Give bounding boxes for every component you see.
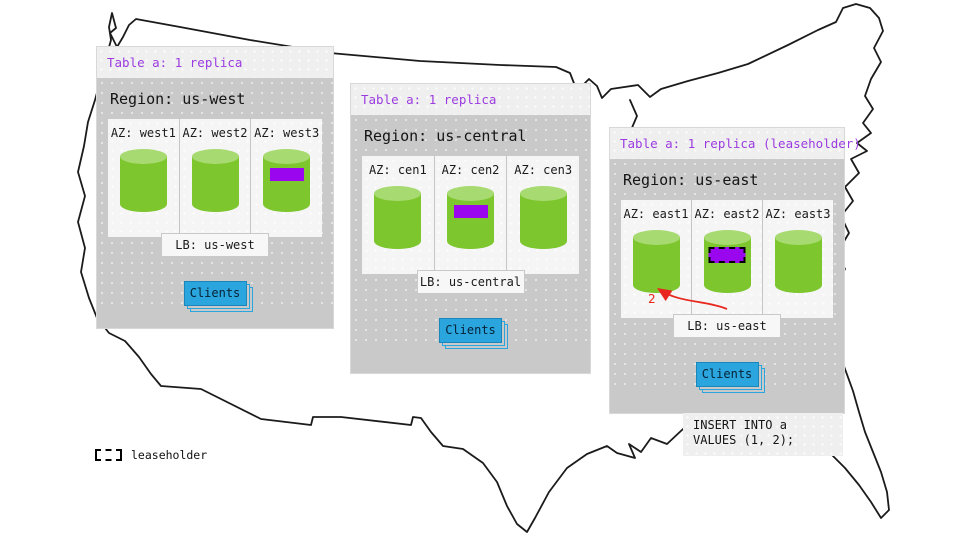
cylinder-top: [447, 186, 494, 201]
region-body: Region: us-central AZ: cen1 AZ: cen2: [351, 115, 590, 343]
leaseholder-swatch-icon: [95, 449, 122, 461]
az-column-cen3: AZ: cen3: [506, 156, 579, 274]
db-node-cylinder: [519, 186, 567, 249]
step-number-label: 2: [648, 291, 656, 306]
clients-button: Clients: [183, 281, 247, 306]
cylinder-body: [263, 156, 311, 212]
region-panel-us-west: Table a: 1 replica Region: us-west AZ: w…: [97, 47, 333, 328]
load-balancer-box: LB: us-east: [673, 314, 781, 338]
replica-chip: [453, 205, 488, 218]
cylinder-body: [191, 156, 239, 212]
cylinder-body: [119, 156, 167, 212]
az-column-east3: AZ: east3: [762, 200, 833, 318]
db-node-cylinder: [632, 230, 680, 293]
az-column-east1: AZ: east1: [621, 200, 691, 318]
region-title: Region: us-west: [110, 90, 246, 108]
sql-insert-note: INSERT INTO a VALUES (1, 2);: [683, 413, 843, 456]
db-node-cylinder: [374, 186, 422, 249]
cylinder-top: [632, 230, 680, 245]
region-panel-us-central: Table a: 1 replica Region: us-central AZ…: [351, 84, 590, 373]
az-container: AZ: east1 AZ: east2 AZ: east3: [621, 200, 833, 318]
db-node-cylinder: [774, 230, 822, 293]
az-column-west2: AZ: west2: [178, 119, 251, 237]
leaseholder-legend: leaseholder: [95, 448, 207, 462]
region-title: Region: us-central: [364, 127, 527, 145]
clients-button: Clients: [439, 318, 502, 343]
cylinder-top: [519, 186, 567, 201]
table-replica-header: Table a: 1 replica: [97, 47, 333, 78]
az-column-east2: AZ: east2: [691, 200, 762, 318]
cylinder-top: [374, 186, 422, 201]
region-body: Region: us-east AZ: east1 AZ: east2: [610, 159, 844, 387]
table-replica-header: Table a: 1 replica (leaseholder): [610, 128, 861, 159]
region-panel-us-east: Table a: 1 replica (leaseholder) Region:…: [610, 128, 861, 413]
db-node-cylinder: [263, 149, 311, 212]
load-balancer-box: LB: us-central: [416, 270, 525, 294]
cylinder-body: [447, 193, 494, 249]
cylinder-top: [119, 149, 167, 164]
az-column-west3: AZ: west3: [250, 119, 322, 237]
az-container: AZ: west1 AZ: west2 AZ: west3: [108, 119, 322, 237]
cylinder-top: [774, 230, 822, 245]
cylinder-top: [263, 149, 311, 164]
cylinder-body: [774, 237, 822, 293]
replica-chip: [269, 168, 304, 181]
cylinder-top: [191, 149, 239, 164]
cylinder-body: [703, 237, 751, 293]
cylinder-body: [632, 237, 680, 293]
az-column-cen2: AZ: cen2: [433, 156, 507, 274]
leaseholder-chip: [708, 247, 746, 263]
db-node-cylinder: [191, 149, 239, 212]
region-body: Region: us-west AZ: west1 AZ: west2: [97, 78, 333, 306]
db-node-cylinder: [447, 186, 494, 249]
load-balancer-box: LB: us-west: [161, 233, 269, 257]
table-replica-header: Table a: 1 replica: [351, 84, 590, 115]
cylinder-body: [519, 193, 567, 249]
az-column-west1: AZ: west1: [108, 119, 179, 237]
clients-button: Clients: [695, 362, 759, 387]
az-container: AZ: cen1 AZ: cen2 AZ: cen3: [362, 156, 579, 274]
db-node-cylinder: [703, 230, 751, 293]
db-node-cylinder: [119, 149, 167, 212]
cylinder-top: [703, 230, 751, 245]
cylinder-body: [374, 193, 422, 249]
region-title: Region: us-east: [623, 171, 759, 189]
az-column-cen1: AZ: cen1: [362, 156, 434, 274]
legend-label: leaseholder: [131, 448, 208, 462]
